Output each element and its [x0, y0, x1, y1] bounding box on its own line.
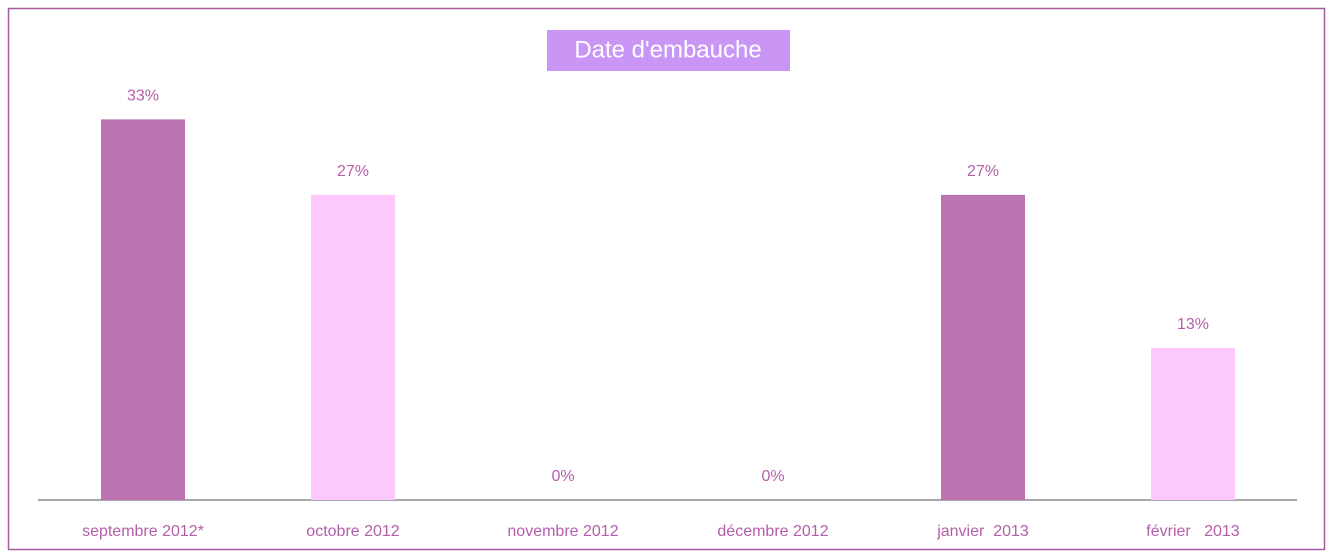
chart-frame: [7, 7, 1326, 551]
x-tick-label: janvier 2013: [936, 523, 1029, 540]
bar: [1151, 347, 1235, 500]
value-label: 33%: [127, 88, 159, 105]
value-label: 13%: [1177, 316, 1209, 333]
value-label: 0%: [551, 468, 574, 485]
x-tick-label: décembre 2012: [717, 523, 828, 540]
value-label: 0%: [761, 468, 784, 485]
x-tick-label: septembre 2012*: [82, 523, 204, 540]
value-label: 27%: [337, 163, 369, 180]
value-label: 27%: [967, 163, 999, 180]
title-box: [547, 30, 790, 71]
chart-title: Date d'embauche: [574, 36, 761, 63]
bar: [311, 194, 395, 500]
x-tick-label: octobre 2012: [306, 523, 400, 540]
x-tick-label: février 2013: [1146, 523, 1239, 540]
bar: [101, 119, 185, 501]
bar: [941, 194, 1025, 500]
x-tick-label: novembre 2012: [507, 523, 618, 540]
